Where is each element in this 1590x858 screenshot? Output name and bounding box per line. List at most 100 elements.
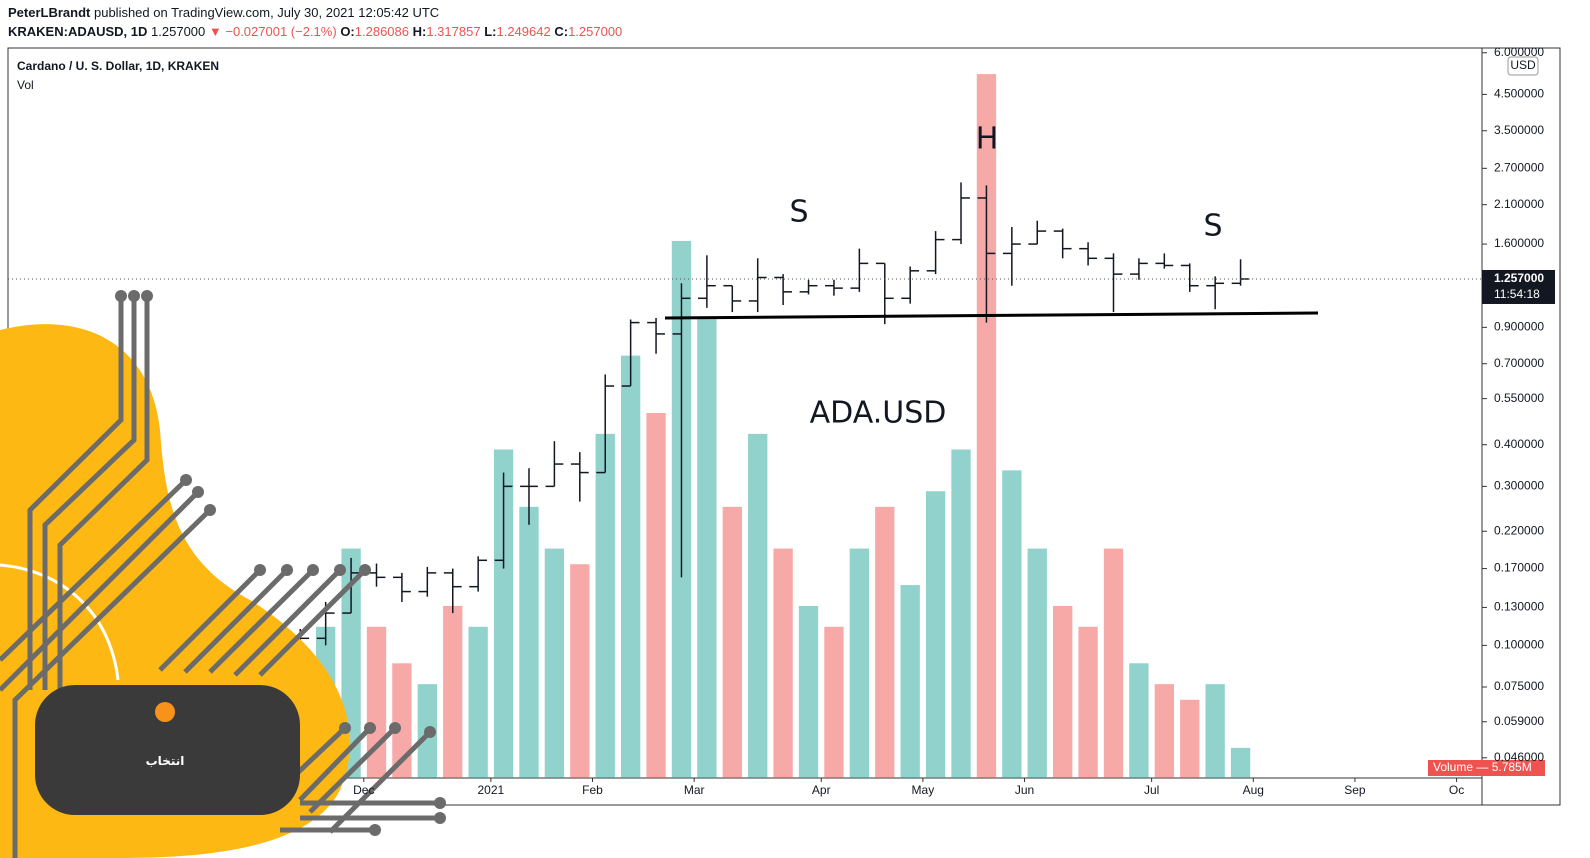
volume-bar — [1205, 684, 1225, 778]
volume-bar — [443, 605, 463, 778]
c-label: C: — [554, 24, 568, 39]
y-tick-label: 0.130000 — [1494, 600, 1544, 614]
volume-bar — [748, 433, 768, 778]
volume-bar — [1154, 684, 1174, 778]
subtitle: Vol — [17, 78, 34, 92]
x-tick-label: Aug — [1243, 783, 1264, 797]
last: 1.257000 — [151, 24, 205, 39]
y-tick-label: 0.075000 — [1494, 679, 1544, 693]
x-tick-label: Apr — [812, 783, 831, 797]
x-tick-label: Jul — [1144, 783, 1159, 797]
x-tick-label: Sep — [1344, 783, 1366, 797]
volume-bar — [1002, 470, 1022, 778]
neckline — [664, 311, 1319, 320]
volume-bar — [1103, 548, 1124, 778]
o-label: O: — [340, 24, 354, 39]
y-tick-label: 0.900000 — [1494, 320, 1544, 334]
header-line: PeterLBrandt published on TradingView.co… — [8, 5, 439, 20]
last-price-box — [1482, 269, 1555, 304]
y-tick-label: 0.400000 — [1494, 437, 1544, 451]
change: ▼ −0.027001 (−2.1%) — [209, 24, 337, 39]
volume-bar — [595, 433, 615, 778]
logo-text: انتخاب — [146, 754, 185, 768]
volume-bar — [493, 449, 514, 778]
unit: USD — [1510, 58, 1536, 72]
published: published on TradingView.com, July 30, 2… — [94, 5, 439, 20]
volume-bar — [1230, 747, 1251, 778]
o-value: 1.286086 — [355, 24, 409, 39]
y-tick-label: 0.046000 — [1494, 750, 1544, 764]
y-tick-label: 3.500000 — [1494, 123, 1544, 137]
y-tick-label: 1.600000 — [1494, 236, 1544, 250]
volume-bar — [697, 319, 717, 778]
x-tick-label: Feb — [582, 783, 603, 797]
volume-bar — [646, 413, 666, 778]
volume-bar — [722, 506, 742, 778]
logo-coin — [155, 702, 175, 722]
watermark-logo: انتخاب — [0, 290, 446, 858]
y-tick-label: 0.170000 — [1494, 561, 1544, 575]
x-tick-label: Mar — [684, 783, 705, 797]
volume-bar — [824, 626, 844, 778]
volume-bar — [620, 355, 641, 778]
annotation: H — [976, 122, 999, 157]
volume-bar — [925, 491, 946, 778]
volume-bar — [1027, 548, 1047, 778]
x-tick-label: Oc — [1449, 783, 1464, 797]
symbol-line: KRAKEN:ADAUSD, 1D 1.257000 ▼ −0.027001 (… — [8, 24, 622, 39]
y-tick-label: 0.550000 — [1494, 391, 1544, 405]
h-value: 1.317857 — [426, 24, 480, 39]
y-tick-label: 4.500000 — [1494, 87, 1544, 101]
y-tick-label: 0.220000 — [1494, 523, 1544, 537]
volume-bar — [392, 663, 412, 778]
volume-name: Volume — [1433, 760, 1473, 774]
countdown: 11:54:18 — [1494, 287, 1540, 301]
y-tick-label: 0.059000 — [1494, 714, 1544, 728]
volume-bar — [900, 585, 920, 778]
volume-bar — [1129, 663, 1149, 778]
logo-circuit — [0, 296, 440, 858]
volume-bar — [570, 564, 590, 778]
y-tick-label: 0.100000 — [1494, 638, 1544, 652]
logo-arc — [0, 563, 120, 681]
volume-bar — [544, 548, 565, 778]
y-tick-label: 0.700000 — [1494, 356, 1544, 370]
y-tick-label: 2.700000 — [1494, 160, 1544, 174]
volume-bar — [1053, 605, 1073, 778]
y-tick-label: 0.300000 — [1494, 479, 1544, 493]
y-tick-label: 6.000000 — [1494, 45, 1544, 59]
volume-bar — [1180, 699, 1200, 778]
volume-bar — [951, 449, 971, 778]
c-value: 1.257000 — [568, 24, 622, 39]
x-tick-label: May — [912, 783, 935, 797]
volume-bar — [1078, 626, 1098, 778]
volume-value: 5.785M — [1492, 760, 1532, 774]
volume-legend-box — [1428, 760, 1545, 776]
volume-bar — [849, 548, 870, 778]
l-label: L: — [484, 24, 496, 39]
logo-nodes — [115, 290, 446, 836]
volume-bar — [468, 626, 488, 778]
annotation: ADA.USD — [810, 396, 947, 431]
last-price-label: 1.257000 — [1494, 271, 1544, 285]
volume-bar — [519, 506, 539, 778]
logo-box — [35, 685, 300, 815]
volume-bar — [875, 506, 895, 778]
volume-bar — [798, 605, 819, 778]
h-label: H: — [413, 24, 427, 39]
volume-bar — [773, 548, 793, 778]
volume-bar — [976, 74, 997, 779]
x-tick-label: Jun — [1015, 783, 1034, 797]
x-tick-label: 2021 — [478, 783, 505, 797]
l-value: 1.249642 — [496, 24, 550, 39]
volume-legend: Volume — 5.785M — [1433, 760, 1532, 774]
chart-title: Cardano / U. S. Dollar, 1D, KRAKEN — [17, 59, 219, 73]
y-tick-label: 2.100000 — [1494, 197, 1544, 211]
symbol: KRAKEN:ADAUSD, 1D — [8, 24, 147, 39]
annotation: S — [1203, 209, 1222, 244]
unit-box — [1507, 56, 1539, 76]
plot — [8, 74, 1482, 779]
annotation: S — [789, 195, 808, 230]
x-tick-label: Dec — [353, 783, 374, 797]
